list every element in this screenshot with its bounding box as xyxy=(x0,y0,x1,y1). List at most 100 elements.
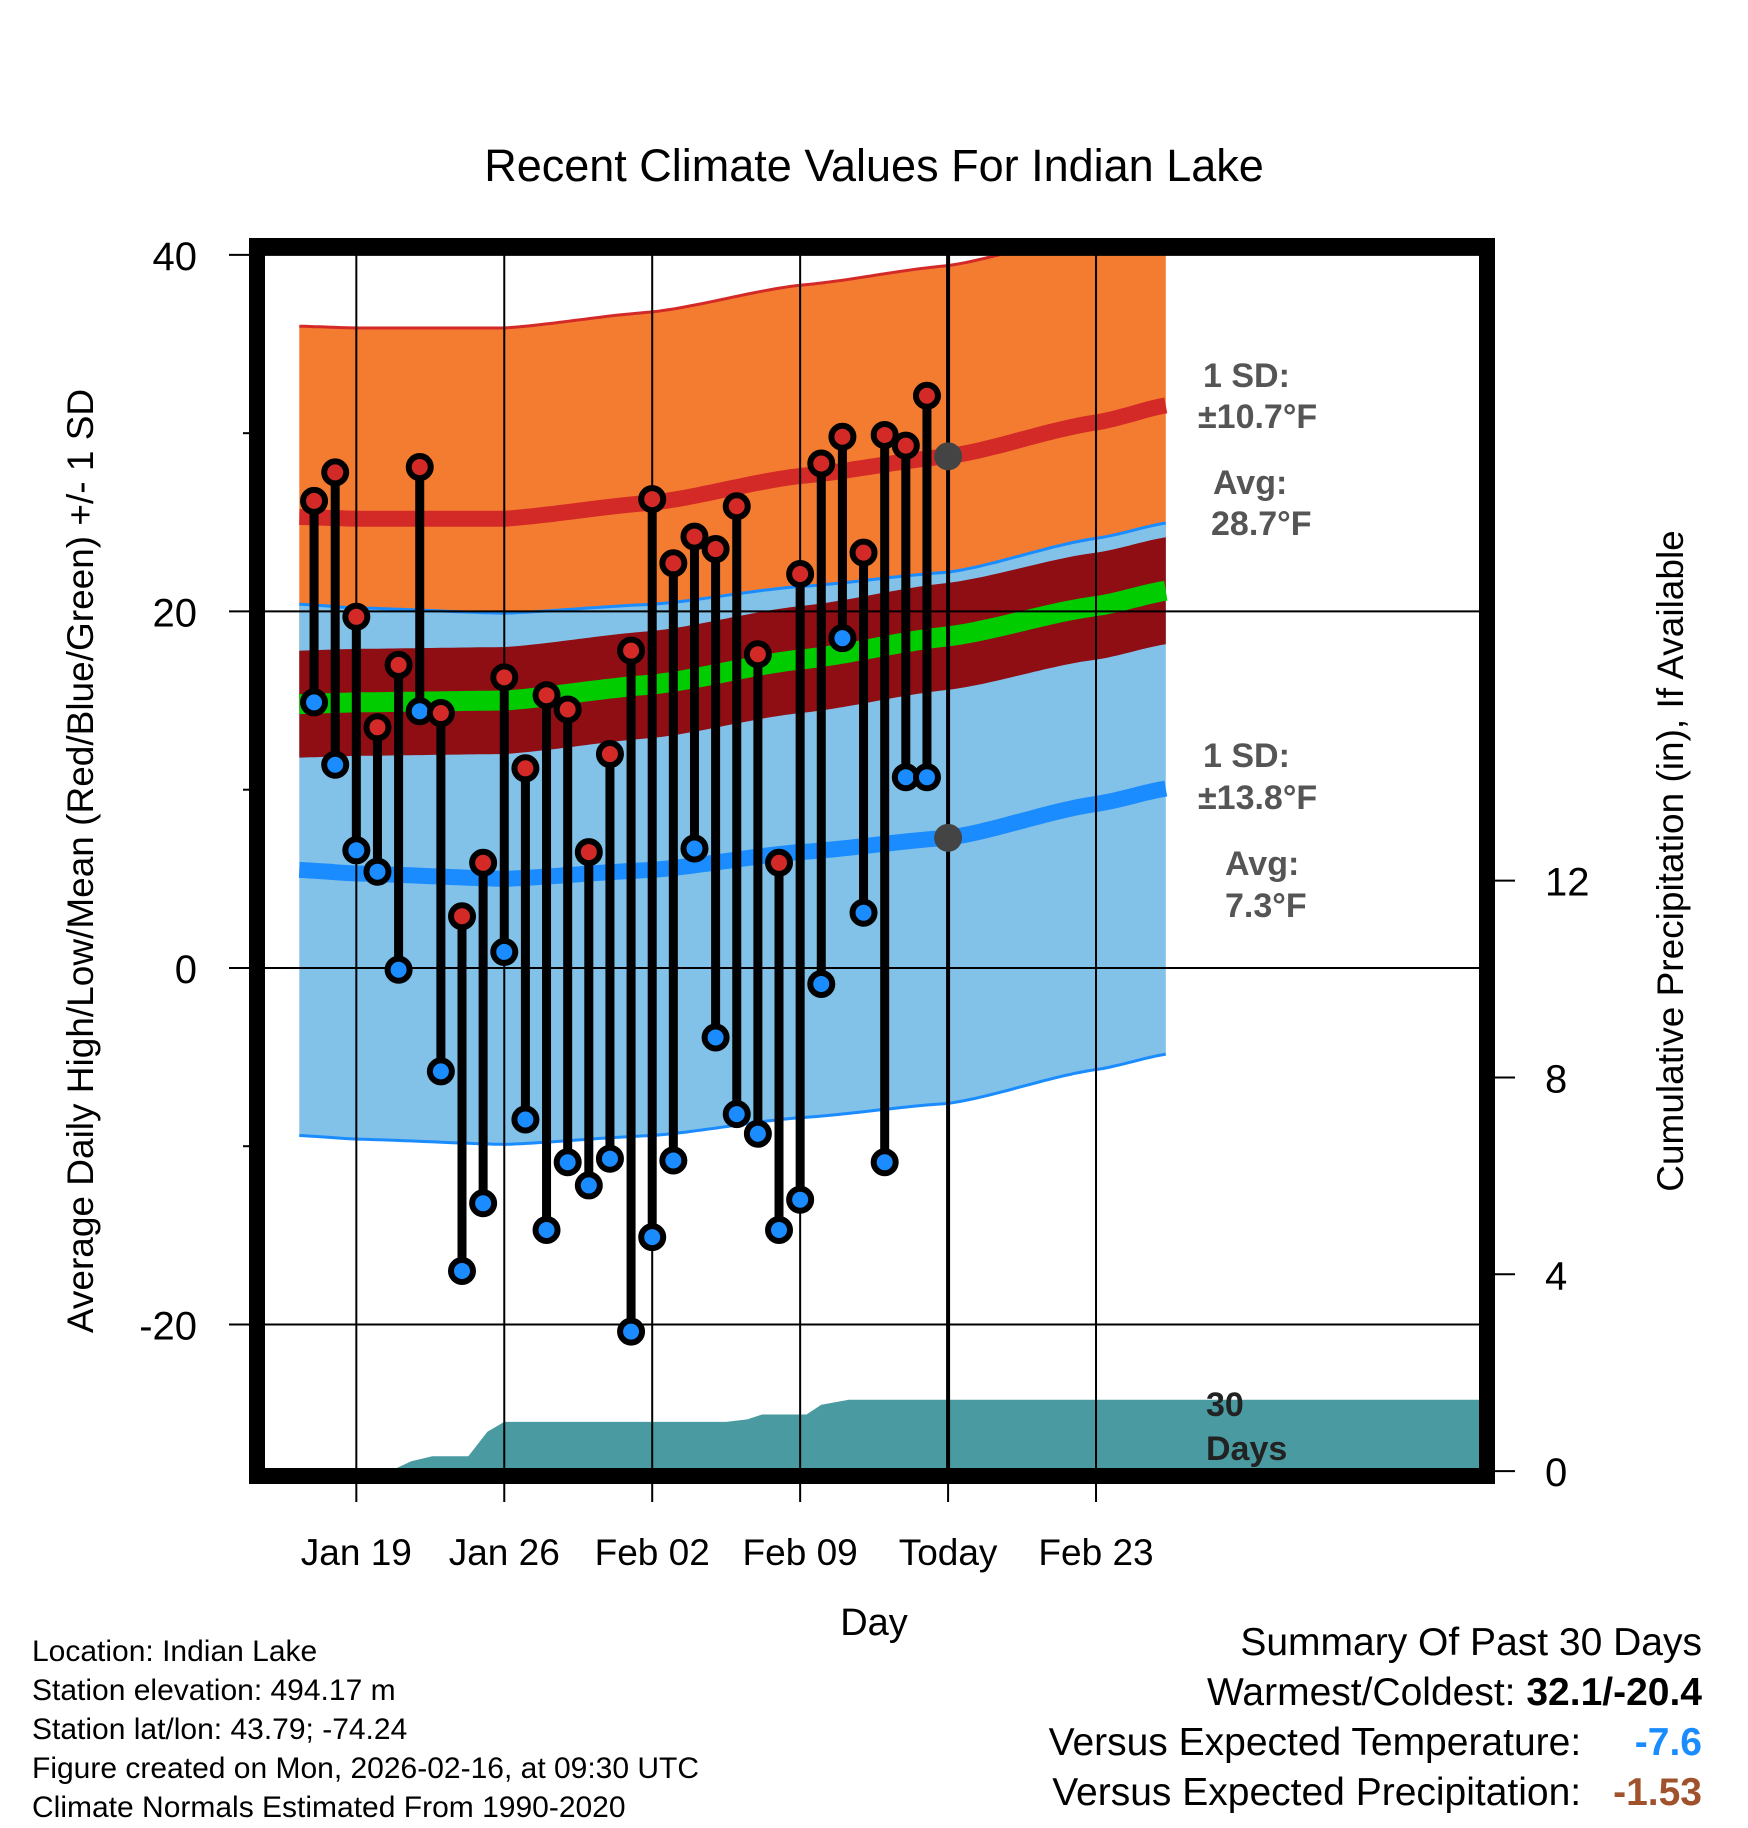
precip-area xyxy=(257,1399,1487,1476)
daily-low-point xyxy=(469,1189,498,1218)
elevation-text: Station elevation: 494.17 m xyxy=(32,1674,396,1707)
warm-cold-value: 32.1/-20.4 xyxy=(1526,1671,1702,1714)
x-tick-label: Jan 19 xyxy=(301,1532,412,1573)
days-word: Days xyxy=(1206,1430,1287,1468)
daily-high-point xyxy=(722,492,751,521)
daily-low-point xyxy=(701,1023,730,1052)
daily-high-point xyxy=(743,640,772,669)
today-high-avg-dot xyxy=(934,442,963,471)
high-sd-value: ±10.7°F xyxy=(1198,398,1317,436)
plot-frame xyxy=(249,238,1495,1484)
daily-low-point xyxy=(659,1146,688,1175)
daily-high-point xyxy=(595,740,624,769)
daily-low-point xyxy=(342,836,371,865)
x-tick-label: Today xyxy=(899,1532,998,1573)
daily-low-point xyxy=(532,1216,561,1244)
daily-high-point xyxy=(701,535,730,564)
daily-low-point xyxy=(807,970,836,998)
y-tick-label: 20 xyxy=(153,591,198,635)
days-count: 30 xyxy=(1206,1386,1244,1424)
low-sd-label: 1 SD: xyxy=(1203,737,1290,775)
daily-high-point xyxy=(321,458,350,487)
summary-title: Summary Of Past 30 Days xyxy=(1240,1621,1702,1664)
daily-low-point xyxy=(617,1317,646,1346)
daily-low-point xyxy=(448,1257,476,1285)
daily-high-point xyxy=(680,522,709,551)
daily-high-point xyxy=(849,538,878,567)
annotations: 1 SD: ±10.7°F Avg: 28.7°F 1 SD: ±13.8°F … xyxy=(934,357,1317,1468)
high-avg-value: 28.7°F xyxy=(1211,505,1312,543)
y2-tick-label: 12 xyxy=(1545,861,1590,905)
daily-low-point xyxy=(828,624,857,653)
summary-panel: Summary Of Past 30 Days Warmest/Coldest:… xyxy=(1049,1618,1702,1818)
low-avg-value: 7.3°F xyxy=(1225,887,1307,925)
y2-axis-label: Cumulative Precipitation (in), If Availa… xyxy=(1650,530,1691,1192)
daily-low-point xyxy=(912,763,941,792)
daily-low-point xyxy=(638,1223,667,1252)
daily-high-point xyxy=(828,422,857,451)
daily-high-point xyxy=(405,453,434,482)
precip-layer xyxy=(257,1399,1487,1476)
daily-low-point xyxy=(722,1100,751,1129)
daily-low-point xyxy=(490,937,519,966)
y2-tick-label: 4 xyxy=(1545,1254,1567,1298)
daily-low-point xyxy=(786,1185,815,1214)
daily-markers xyxy=(300,381,941,1346)
daily-low-point xyxy=(384,955,413,984)
daily-low-point xyxy=(426,1057,455,1086)
chart-title: Recent Climate Values For Indian Lake xyxy=(484,140,1264,191)
y-tick-label: 0 xyxy=(175,948,197,992)
x-tick-label: Feb 02 xyxy=(595,1532,710,1573)
temp-label: Versus Expected Temperature: xyxy=(1048,1721,1582,1764)
x-tick-label: Feb 09 xyxy=(743,1532,858,1573)
daily-high-point xyxy=(807,449,836,478)
daily-high-point xyxy=(490,663,519,692)
created-text: Figure created on Mon, 2026-02-16, at 09… xyxy=(32,1752,700,1785)
high-avg-label: Avg: xyxy=(1213,464,1287,502)
daily-low-point xyxy=(321,750,350,779)
daily-high-point xyxy=(617,636,646,665)
x-axis-label: Day xyxy=(840,1602,908,1644)
high-avg-line xyxy=(299,397,1168,527)
daily-low-point xyxy=(680,834,709,863)
precip-row: Versus Expected Precipitation: -1.53 xyxy=(1049,1768,1702,1818)
low-sd-value: ±13.8°F xyxy=(1198,779,1317,817)
y-axis-label: Average Daily High/Low/Mean (Red/Blue/Gr… xyxy=(60,389,101,1333)
daily-high-point xyxy=(448,902,476,931)
temp-value: -7.6 xyxy=(1634,1721,1702,1764)
y-tick-label: -20 xyxy=(139,1304,197,1348)
daily-high-point xyxy=(426,699,455,728)
daily-low-point xyxy=(765,1216,794,1244)
x-tick-label: Jan 26 xyxy=(449,1532,560,1573)
daily-high-point xyxy=(870,420,899,449)
y2-tick-label: 0 xyxy=(1545,1451,1567,1495)
daily-high-point xyxy=(659,549,688,578)
daily-high-point xyxy=(786,560,815,588)
daily-high-point xyxy=(511,754,540,783)
daily-high-point xyxy=(553,695,582,724)
latlon-text: Station lat/lon: 43.79; -74.24 xyxy=(32,1713,408,1746)
temp-row: Versus Expected Temperature: -7.6 xyxy=(1049,1718,1702,1768)
x-tick-label: Feb 23 xyxy=(1038,1532,1153,1573)
axes: -20 0 20 40 0 4 8 12 Jan 19 Jan 26 Feb 02 Feb 09 Tod… xyxy=(139,235,1589,1573)
daily-low-point xyxy=(849,898,878,927)
daily-low-point xyxy=(553,1148,582,1177)
daily-low-point xyxy=(743,1119,772,1148)
daily-high-point xyxy=(912,381,941,410)
precip-value: -1.53 xyxy=(1613,1771,1702,1814)
daily-high-point xyxy=(638,485,667,514)
daily-low-point xyxy=(870,1148,899,1177)
daily-high-point xyxy=(469,848,498,877)
daily-high-point xyxy=(363,713,392,742)
precip-label: Versus Expected Precipitation: xyxy=(1052,1771,1582,1814)
high-sd-label: 1 SD: xyxy=(1203,357,1290,395)
y-tick-label: 40 xyxy=(153,235,198,279)
daily-low-point xyxy=(300,688,329,717)
today-low-avg-dot xyxy=(934,823,963,852)
daily-high-point xyxy=(891,431,920,460)
daily-high-point xyxy=(574,838,603,867)
daily-low-point xyxy=(595,1144,624,1173)
daily-high-point xyxy=(384,650,413,679)
daily-high-point xyxy=(765,848,794,877)
